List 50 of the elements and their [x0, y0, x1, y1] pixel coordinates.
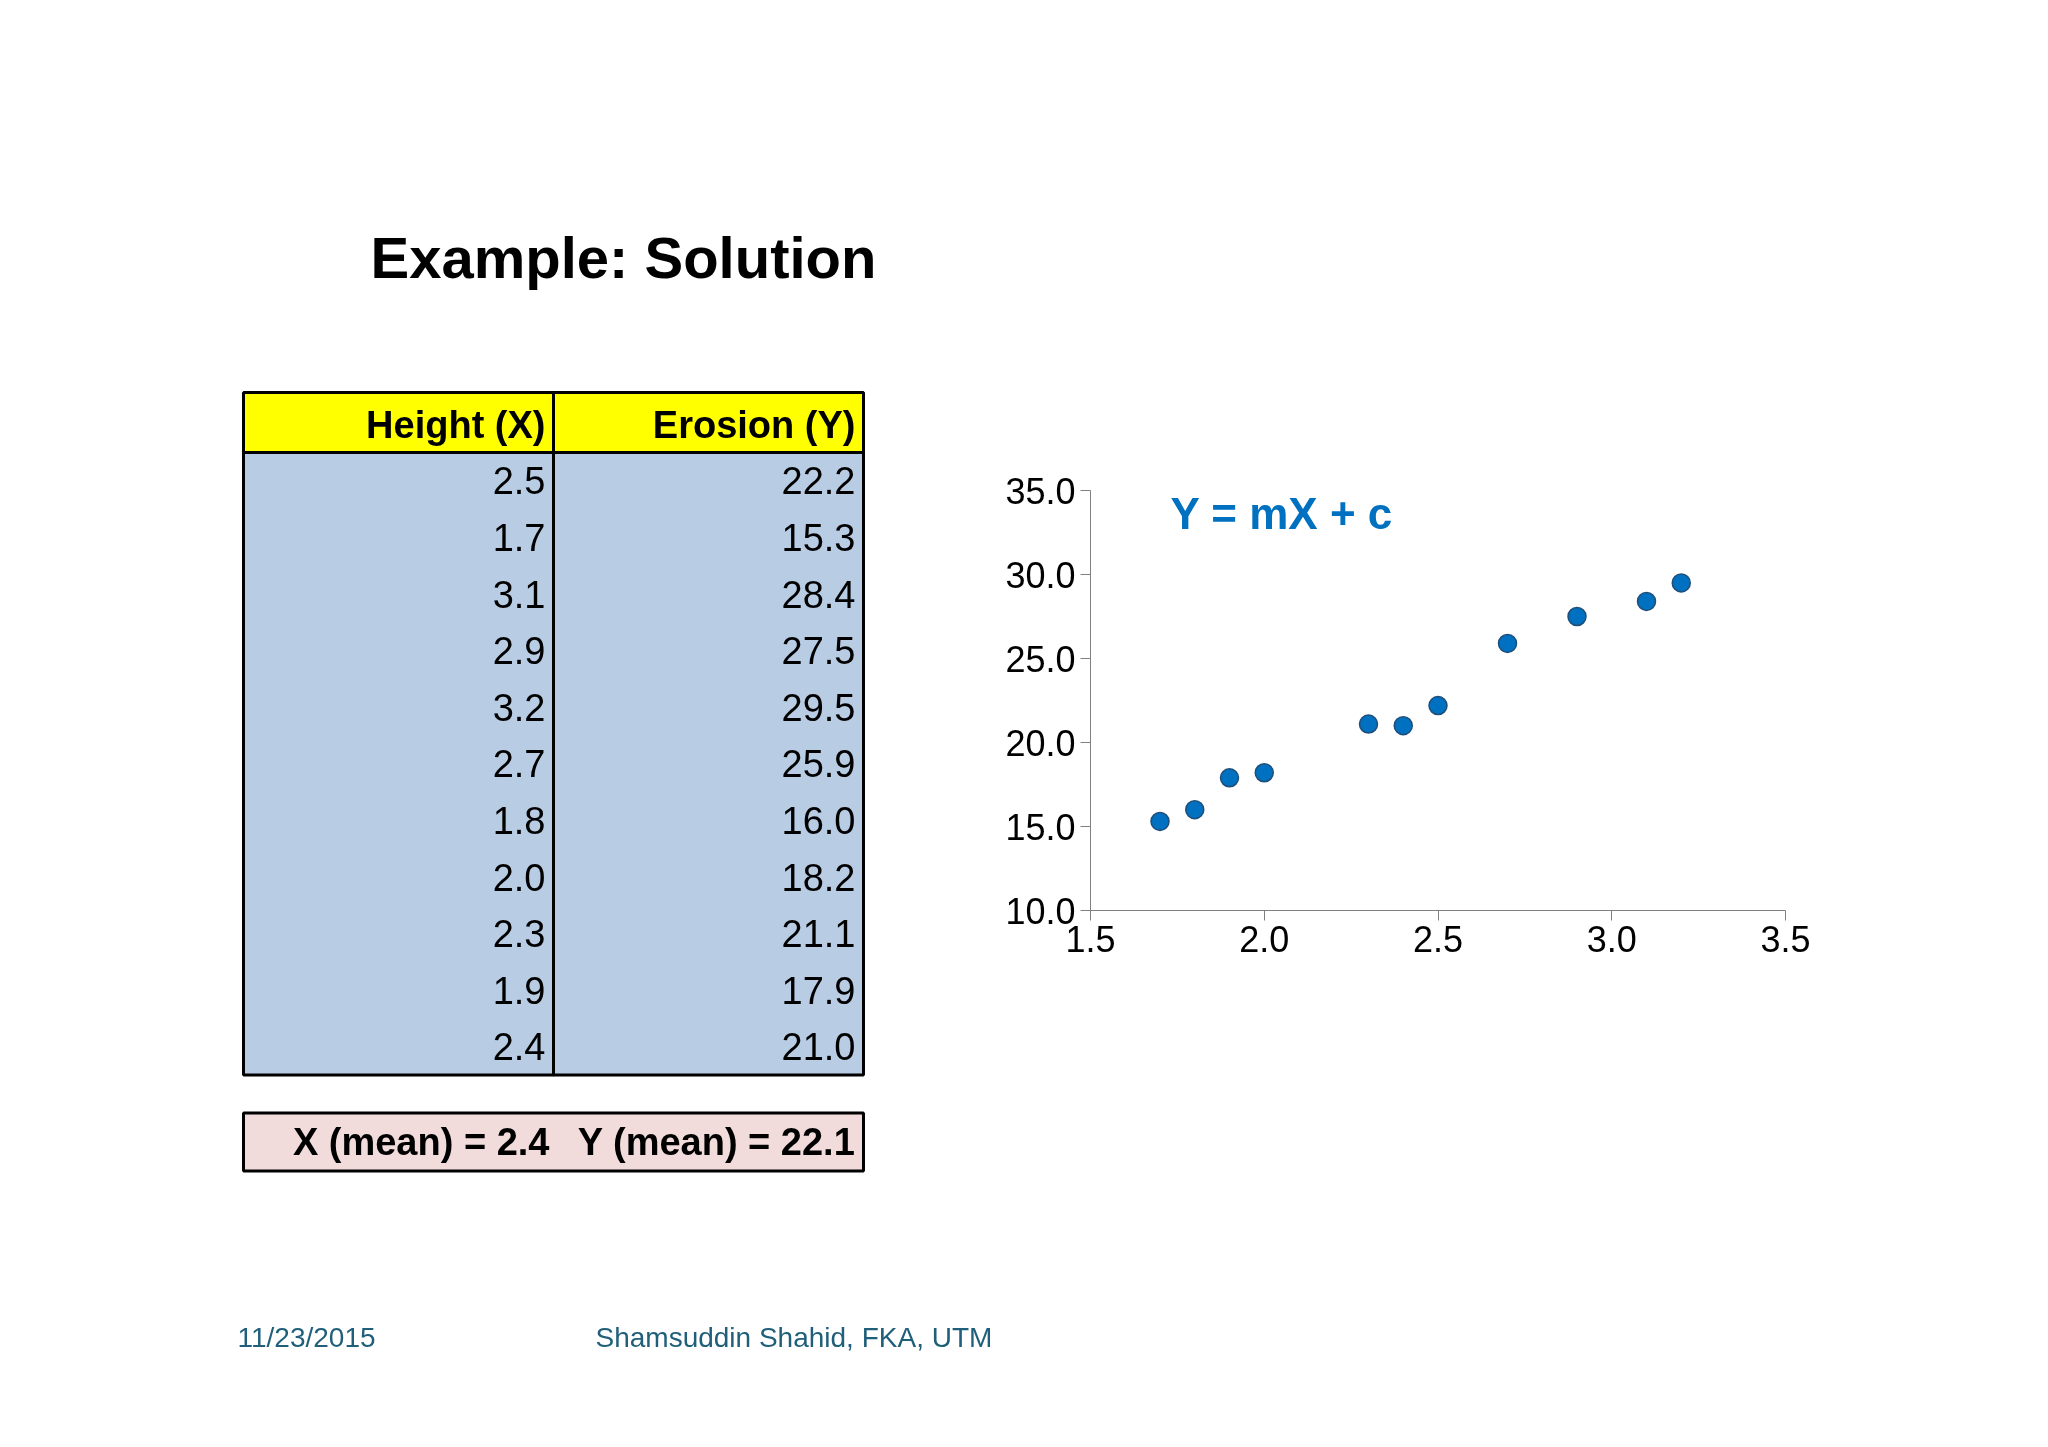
x-tick-label: 3.5: [1760, 918, 1811, 960]
point: [1567, 606, 1587, 627]
x-tick-label: 2.0: [1239, 918, 1290, 960]
text: Y (mean) = 22.1: [577, 1121, 855, 1164]
text: 2.3: [492, 913, 546, 956]
text: 2.0: [492, 856, 546, 899]
point: [1358, 714, 1379, 734]
point: [1393, 715, 1413, 736]
point: [1185, 799, 1205, 820]
text: 1.9: [492, 969, 546, 1012]
text: 1.8: [492, 799, 546, 842]
text: 25.9: [781, 743, 856, 786]
point: [1150, 811, 1170, 832]
text: X (mean) = 2.4: [292, 1121, 550, 1164]
text: 22.2: [781, 460, 856, 503]
text: 11/23/2015: [237, 1322, 376, 1353]
text: 18.2: [781, 856, 856, 899]
text: 2.5: [492, 460, 546, 503]
y-tick-label: 15.0: [1005, 806, 1076, 848]
text: Example: Solution: [370, 225, 877, 290]
text: 21.1: [781, 913, 856, 956]
text: 17.9: [781, 969, 856, 1012]
text: 3.2: [492, 686, 546, 729]
text: Height (X): [366, 403, 546, 446]
y-tick-label: 35.0: [1005, 470, 1076, 512]
text: Erosion (Y): [652, 403, 856, 446]
point: [1428, 695, 1448, 716]
text: 2.9: [492, 630, 546, 673]
text: 3.1: [492, 573, 546, 616]
x-tick-label: 3.0: [1586, 918, 1637, 960]
y-tick-label: 20.0: [1005, 722, 1076, 764]
text: 16.0: [781, 799, 856, 842]
point: [1671, 573, 1691, 593]
text: 29.5: [781, 686, 856, 729]
point: [1636, 591, 1657, 612]
y-tick-label: 30.0: [1005, 554, 1076, 596]
text: 27.5: [781, 630, 856, 673]
text: 15.3: [781, 516, 856, 559]
y-tick-label: 25.0: [1005, 638, 1076, 680]
point: [1219, 768, 1240, 788]
annotation: Y = mX + c: [1170, 488, 1393, 538]
text: Shamsuddin Shahid, FKA, UTM: [595, 1322, 993, 1353]
point: [1497, 633, 1518, 654]
text: 28.4: [781, 573, 856, 616]
text: 1.7: [492, 516, 546, 559]
text: 2.7: [492, 743, 546, 786]
text: 2.4: [492, 1026, 546, 1069]
x-tick-label: 2.5: [1412, 918, 1464, 960]
point: [1254, 763, 1274, 783]
text: 21.0: [781, 1026, 856, 1069]
